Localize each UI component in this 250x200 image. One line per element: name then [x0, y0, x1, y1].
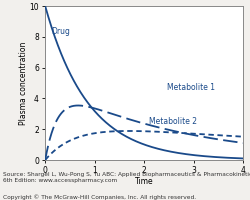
Text: Source: Shargel L, Wu-Pong S, Yu ABC: Applied Biopharmaceutics & Pharmacokinetic: Source: Shargel L, Wu-Pong S, Yu ABC: Ap…: [2, 172, 250, 183]
Text: Drug: Drug: [52, 27, 70, 36]
X-axis label: Time: Time: [134, 177, 153, 186]
Y-axis label: Plasma concentration: Plasma concentration: [19, 41, 28, 125]
Text: Metabolite 1: Metabolite 1: [166, 83, 214, 92]
Text: Copyright © The McGraw-Hill Companies, Inc. All rights reserved.: Copyright © The McGraw-Hill Companies, I…: [2, 194, 195, 200]
Text: Metabolite 2: Metabolite 2: [149, 117, 196, 126]
